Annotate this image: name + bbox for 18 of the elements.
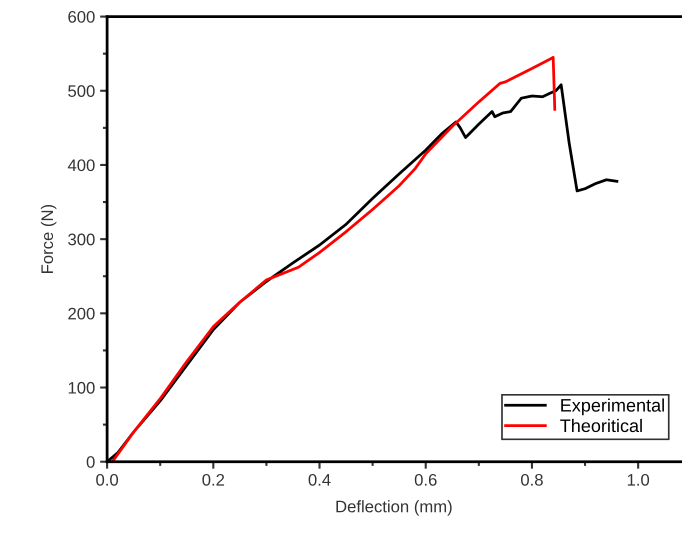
y-tick-label: 400 <box>68 159 95 172</box>
legend-label: Experimental <box>561 398 664 416</box>
x-axis-title: Deflection (mm) <box>336 500 452 516</box>
y-axis-title: Force (N) <box>40 204 56 273</box>
y-tick-label: 100 <box>68 382 95 394</box>
y-tick-label: 200 <box>68 308 95 320</box>
y-tick-label: 500 <box>68 85 95 97</box>
x-tick-label: 0.0 <box>96 474 118 486</box>
y-tick-label: 300 <box>68 234 95 246</box>
x-tick-label: 0.4 <box>308 474 331 486</box>
y-tick-label: 600 <box>68 10 95 23</box>
x-tick-label: 0.2 <box>202 474 224 486</box>
legend-label: Theoritical <box>560 418 642 432</box>
y-tick-label: 0 <box>86 456 95 468</box>
line-series <box>111 56 556 462</box>
x-tick-label: 0.6 <box>414 474 437 486</box>
x-tick-label: 1.0 <box>628 474 650 486</box>
x-tick-label: 0.8 <box>521 474 543 486</box>
